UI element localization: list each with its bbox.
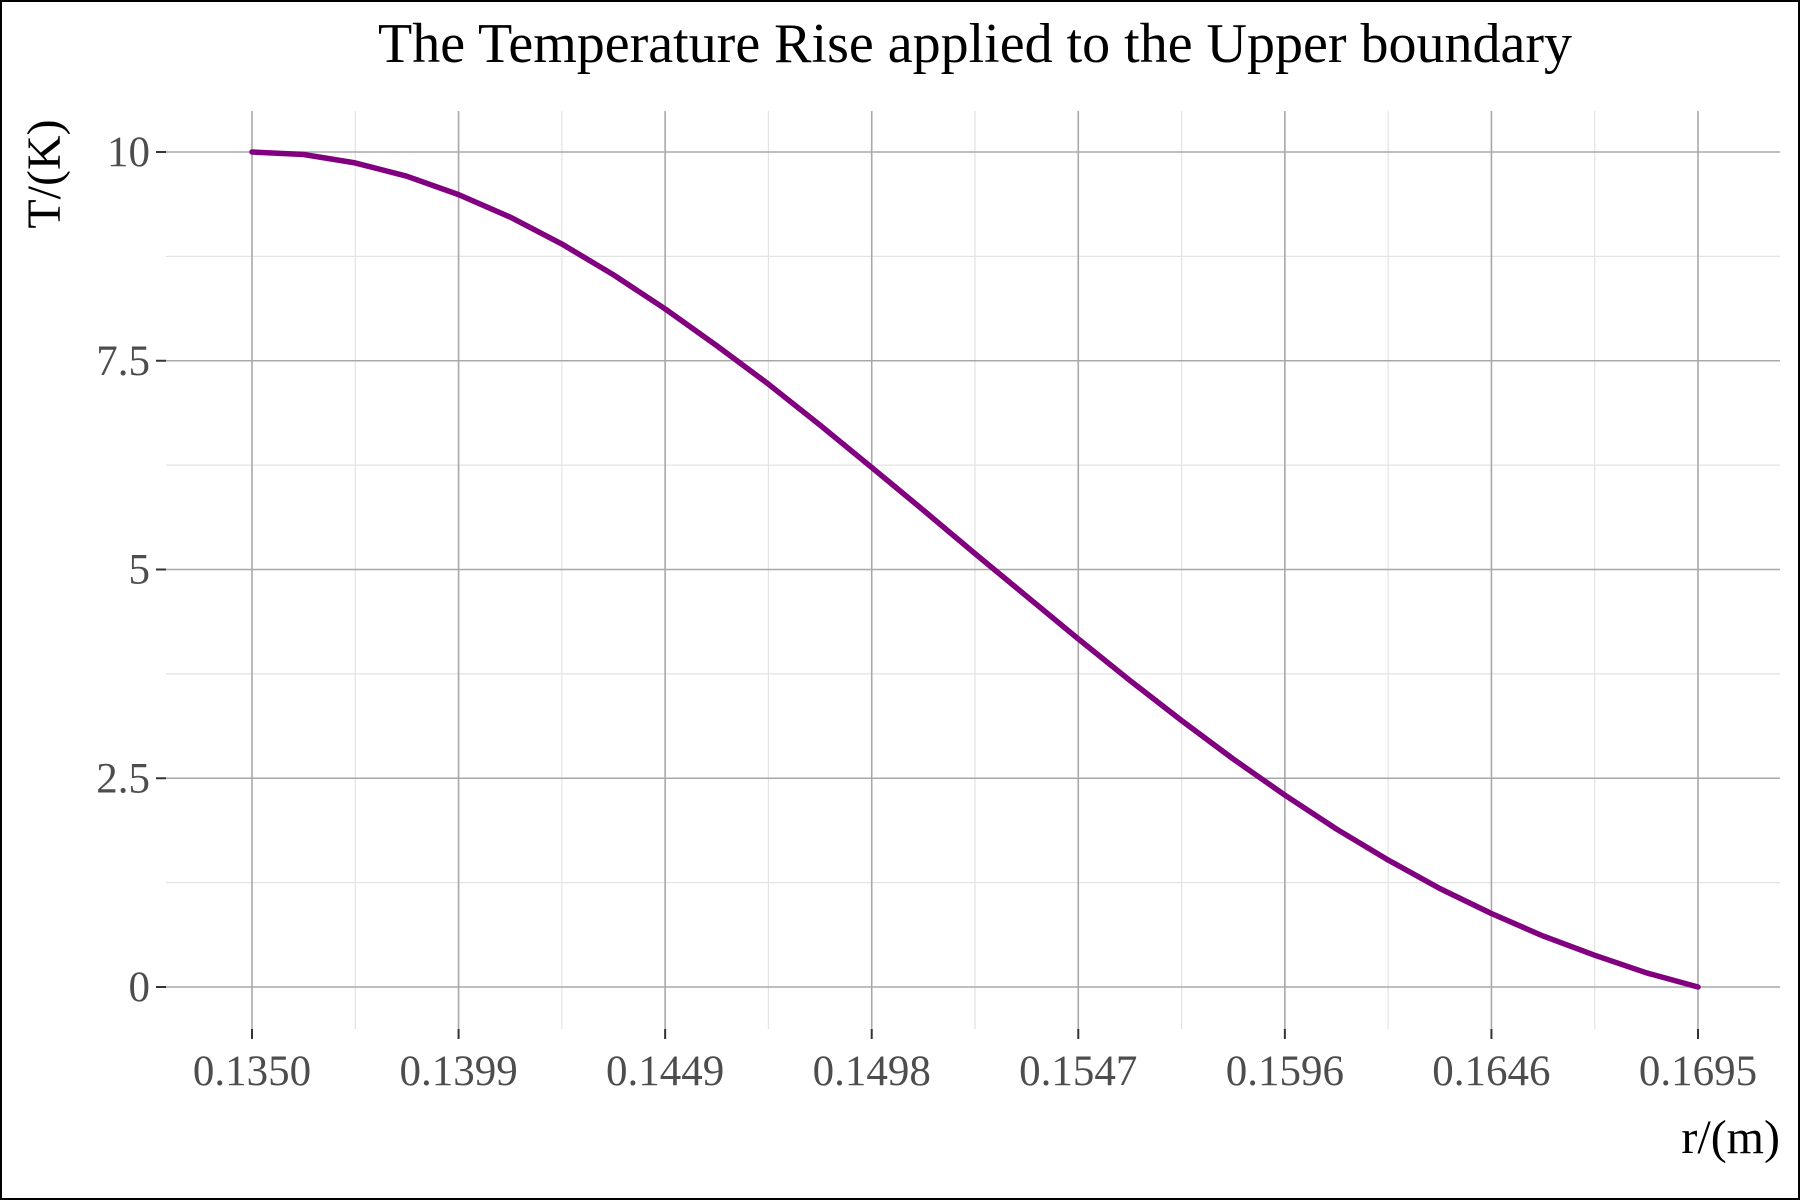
axis-ticks (156, 151, 1699, 1039)
y-tick-label: 2.5 (96, 755, 150, 802)
minor-gridlines (166, 111, 1780, 1029)
x-tick-label: 0.1596 (1226, 1048, 1344, 1095)
y-tick-label: 5 (129, 547, 151, 594)
y-axis-title: T/(K) (18, 119, 71, 228)
x-axis-tick-labels: 0.1350 0.1399 0.1449 0.1498 0.1547 0.1596 0.16… (193, 1048, 1757, 1095)
x-tick-label: 0.1449 (606, 1048, 724, 1095)
x-tick-label: 0.1498 (813, 1048, 931, 1095)
chart-title: The Temperature Rise applied to the Uppe… (378, 13, 1572, 75)
y-tick-label: 0 (129, 964, 151, 1011)
y-axis-tick-labels: 0 2.5 5 7.5 10 (96, 129, 150, 1011)
y-tick-label: 7.5 (96, 338, 150, 385)
x-tick-label: 0.1695 (1639, 1048, 1757, 1095)
x-tick-label: 0.1547 (1019, 1048, 1137, 1095)
y-tick-label: 10 (107, 129, 150, 176)
x-tick-label: 0.1399 (399, 1048, 517, 1095)
x-axis-title: r/(m) (1681, 1111, 1780, 1164)
temperature-series-line (249, 149, 1701, 990)
x-tick-label: 0.1646 (1432, 1048, 1550, 1095)
major-gridlines (166, 111, 1780, 1029)
x-tick-label: 0.1350 (193, 1048, 311, 1095)
